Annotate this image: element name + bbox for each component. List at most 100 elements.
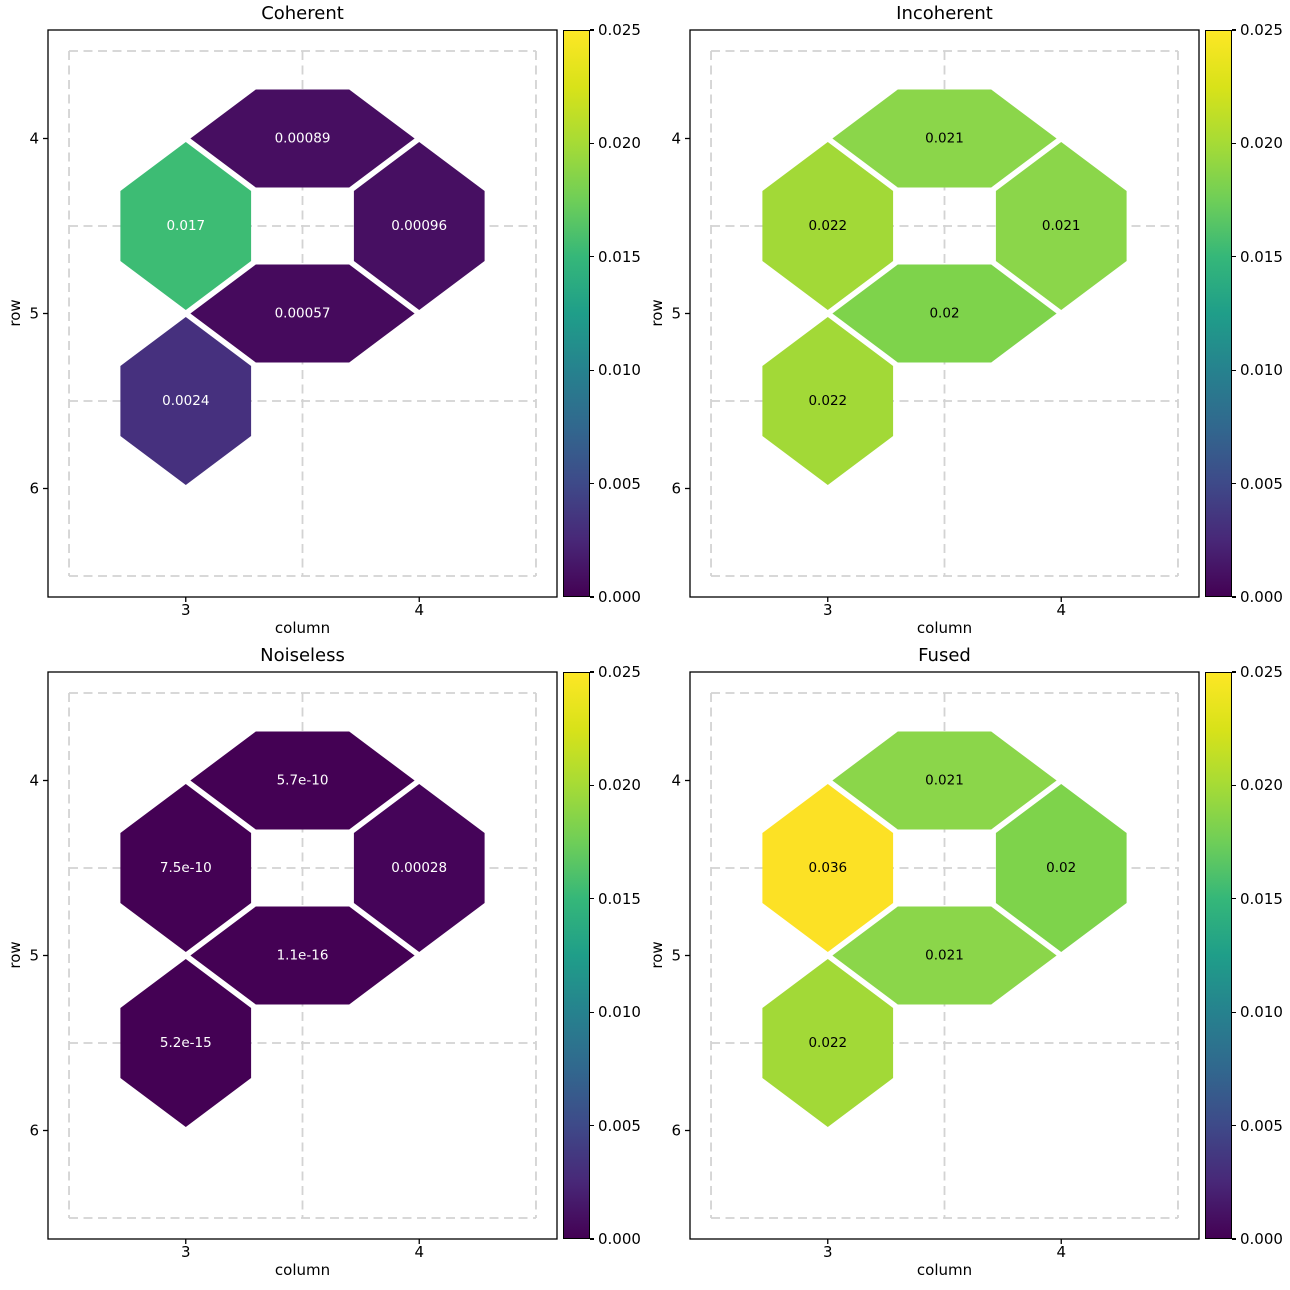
patch-hexagon (762, 959, 894, 1127)
colorbar-tick-label: 0.015 (598, 889, 641, 908)
colorbar-tick-label: 0.015 (598, 247, 641, 266)
subplot-fused: Fused 0.036 0.021 0.02 0.021 0.022 3 4 4 5 6 colu… (642, 642, 1284, 1290)
colorbar-tick-label: 0.000 (1240, 588, 1283, 606)
colorbar-tick-label: 0.005 (598, 474, 641, 493)
patch-hexagon (120, 142, 252, 310)
patch-hexagon (832, 731, 1057, 830)
colorbar-tick-mark (590, 898, 594, 900)
patch-value-label: 1.1e-16 (277, 948, 329, 964)
x-tick-label: 3 (181, 601, 191, 619)
plot-area-noiseless: 7.5e-10 5.7e-10 0.00028 1.1e-16 5.2e-15 3 4 4 5 6 (29, 671, 558, 1261)
x-axis-label: column (916, 619, 973, 637)
patch-hexagon (995, 784, 1127, 952)
colorbar-tick-label: 0.005 (598, 1116, 641, 1135)
plot-area-incoherent: 0.022 0.021 0.021 0.02 0.022 3 4 4 5 6 (671, 29, 1200, 619)
colorbar (563, 672, 590, 1239)
colorbar-tick-mark (1232, 596, 1236, 598)
colorbar-tick-label: 0.020 (598, 776, 641, 795)
colorbar-tick-label: 0.015 (1240, 889, 1283, 908)
colorbar-tick-mark (1232, 671, 1236, 673)
x-tick-label: 3 (181, 1243, 191, 1261)
colorbar-tick-label: 0.025 (1240, 21, 1283, 39)
colorbar-tick-mark (1232, 784, 1236, 786)
patch-hexagon (190, 264, 415, 363)
colorbar-tick-mark (590, 29, 594, 31)
patch-hexagon (190, 731, 415, 830)
colorbar-tick-mark (590, 596, 594, 598)
patch-value-label: 0.021 (925, 948, 964, 964)
y-tick-label: 5 (671, 305, 681, 323)
plot-title: Incoherent (896, 3, 993, 24)
colorbar-tick-mark (590, 142, 594, 144)
patch-hexagon (190, 89, 415, 188)
colorbar-tick-label: 0.000 (598, 1230, 641, 1248)
colorbar-tick-label: 0.020 (598, 134, 641, 153)
colorbar-tick-mark (590, 1011, 594, 1013)
patch-hexagon (762, 142, 894, 310)
colorbar-tick-label: 0.010 (1240, 361, 1283, 380)
y-tick-label: 5 (29, 305, 39, 323)
x-tick-label: 4 (414, 601, 424, 619)
y-tick-label: 6 (671, 1122, 681, 1140)
colorbar-tick-mark (1232, 1238, 1236, 1240)
patch-value-label: 0.022 (808, 393, 847, 409)
y-tick-label: 5 (29, 947, 39, 965)
colorbar-tick-mark (1232, 142, 1236, 144)
colorbar-tick-label: 0.015 (1240, 247, 1283, 266)
patch-value-label: 0.02 (1046, 860, 1076, 876)
patch-value-label: 0.021 (925, 131, 964, 147)
colorbar-tick-label: 0.025 (1240, 663, 1283, 681)
colorbar-tick-mark (1232, 1011, 1236, 1013)
colorbar-tick-label: 0.005 (1240, 474, 1283, 493)
colorbar-tick-mark (590, 784, 594, 786)
colorbar-tick-label: 0.010 (1240, 1003, 1283, 1022)
y-tick-label: 6 (29, 480, 39, 498)
colorbar-tick-label: 0.010 (598, 361, 641, 380)
plot-area-coherent: 0.017 0.00089 0.00096 0.00057 0.0024 3 4 4 5 6 (29, 29, 558, 619)
colorbar-tick-mark (590, 483, 594, 485)
colorbar-tick-label: 0.010 (598, 1003, 641, 1022)
plot-title: Noiseless (260, 645, 345, 666)
colorbar-tick-label: 0.020 (1240, 776, 1283, 795)
x-tick-label: 4 (414, 1243, 424, 1261)
x-axis-label: column (916, 1261, 973, 1279)
colorbar-tick-label: 0.005 (1240, 1116, 1283, 1135)
y-tick-label: 6 (671, 480, 681, 498)
colorbar-tick-mark (590, 369, 594, 371)
patch-value-label: 0.00089 (275, 131, 331, 147)
colorbar-tick-mark (1232, 1125, 1236, 1127)
patch-hexagon (190, 906, 415, 1005)
patch-value-label: 0.02 (929, 306, 959, 322)
subplot-noiseless: Noiseless 7.5e-10 5.7e-10 0.00028 1.1e-16 5.… (0, 642, 642, 1290)
subplot-incoherent: Incoherent 0.022 0.021 0.021 0.02 0.022 3 4 4 5 6… (642, 0, 1284, 648)
y-tick-label: 4 (671, 130, 681, 148)
x-tick-label: 4 (1056, 1243, 1066, 1261)
subplot-coherent: Coherent 0.017 0.00089 0.00096 0.00057 0.002… (0, 0, 642, 648)
colorbar (563, 30, 590, 597)
patch-value-label: 0.021 (1042, 218, 1081, 234)
patch-value-label: 0.022 (808, 1035, 847, 1051)
patch-value-label: 5.2e-15 (160, 1035, 212, 1051)
patch-hexagon (762, 317, 894, 485)
patch-value-label: 0.00057 (275, 306, 331, 322)
y-tick-label: 4 (671, 772, 681, 790)
colorbar (1205, 30, 1232, 597)
patch-value-label: 0.00028 (391, 860, 447, 876)
patch-value-label: 0.0024 (162, 393, 209, 409)
y-tick-label: 4 (29, 130, 39, 148)
patch-value-label: 5.7e-10 (277, 773, 329, 789)
patch-value-label: 0.017 (166, 218, 205, 234)
plot-area-fused: 0.036 0.021 0.02 0.021 0.022 3 4 4 5 6 (671, 671, 1200, 1261)
patch-value-label: 0.021 (925, 773, 964, 789)
colorbar-tick-label: 0.000 (598, 588, 641, 606)
colorbar-tick-mark (590, 1238, 594, 1240)
patch-hexagon (832, 906, 1057, 1005)
colorbar-tick-mark (1232, 898, 1236, 900)
colorbar-tick-mark (1232, 483, 1236, 485)
colorbar-tick-label: 0.025 (598, 663, 641, 681)
x-axis-label: column (274, 619, 331, 637)
colorbar-tick-label: 0.020 (1240, 134, 1283, 153)
y-tick-label: 6 (29, 1122, 39, 1140)
y-tick-label: 5 (671, 947, 681, 965)
